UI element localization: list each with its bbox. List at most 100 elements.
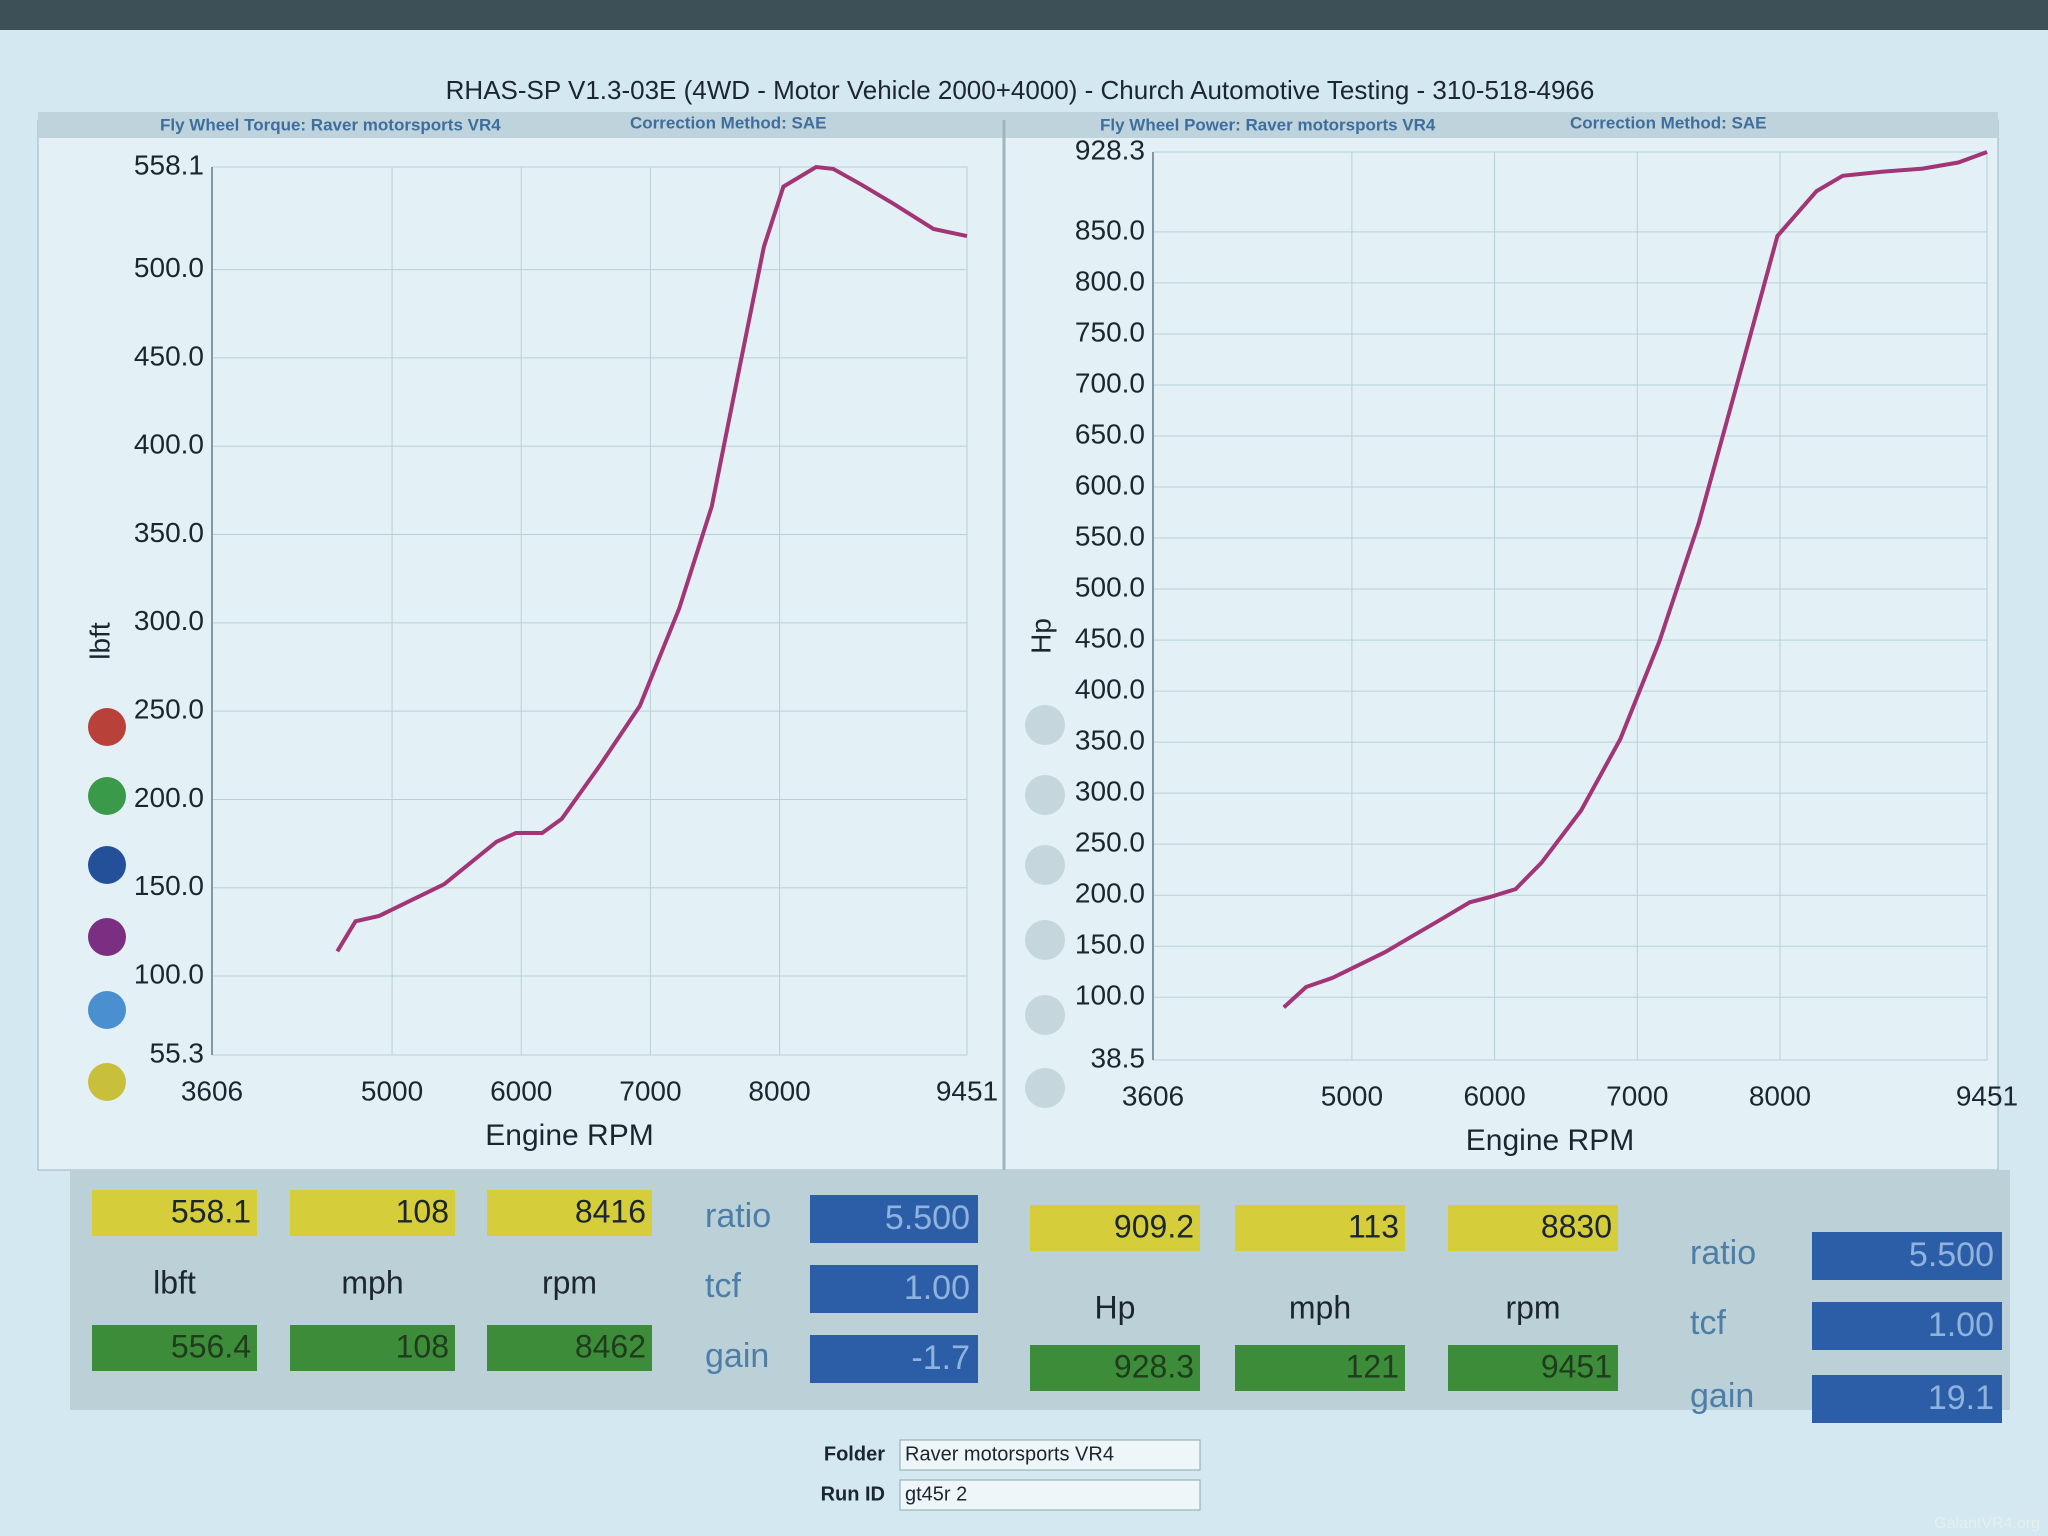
legend-dot — [1025, 845, 1065, 885]
peak-value: 108 — [396, 1193, 449, 1229]
y-tick-label: 300.0 — [1075, 776, 1145, 807]
legend-dot — [1025, 920, 1065, 960]
peak-box — [1030, 1205, 1200, 1251]
run-label: Run ID — [821, 1483, 885, 1505]
current-value: 556.4 — [171, 1328, 251, 1364]
y-tick-label: 150.0 — [134, 870, 204, 901]
x-tick-label: 3606 — [1122, 1080, 1184, 1111]
data-line — [1282, 150, 1988, 1009]
legend-dot — [88, 846, 126, 884]
x-tick-label: 6000 — [1463, 1080, 1525, 1111]
factor-box — [810, 1335, 978, 1383]
folder-box — [899, 1439, 1201, 1471]
chart-frame — [37, 119, 1999, 1171]
current-value: 9451 — [1541, 1348, 1612, 1384]
factor-box — [1812, 1232, 2002, 1280]
y-tick-label: 300.0 — [134, 605, 204, 636]
current-box — [92, 1325, 257, 1371]
y-axis-label: lbft — [84, 622, 115, 660]
factor-value: -1.7 — [911, 1339, 970, 1377]
unit-label: mph — [341, 1264, 403, 1300]
unit-label: lbft — [153, 1264, 196, 1300]
factor-box — [810, 1195, 978, 1243]
y-tick-label: 55.3 — [150, 1037, 205, 1068]
legend-dot — [1025, 995, 1065, 1035]
peak-box — [92, 1190, 257, 1236]
y-tick-label: 200.0 — [1075, 878, 1145, 909]
x-axis-label: Engine RPM — [485, 1119, 653, 1152]
x-tick-label: 5000 — [361, 1075, 423, 1106]
unit-label: mph — [1289, 1289, 1351, 1325]
folder-label: Folder — [824, 1443, 885, 1465]
current-value: 928.3 — [1114, 1348, 1194, 1384]
y-axis-label: Hp — [1025, 618, 1056, 654]
legend-dots — [88, 705, 1065, 1108]
x-tick-label: 7000 — [1606, 1080, 1668, 1111]
factor-label: tcf — [1690, 1304, 1726, 1342]
factor-label: tcf — [705, 1267, 741, 1305]
unit-label: rpm — [542, 1264, 597, 1300]
y-tick-label: 500.0 — [134, 252, 204, 283]
y-tick-label: 150.0 — [1075, 929, 1145, 960]
current-box — [487, 1325, 652, 1371]
peak-value: 8830 — [1541, 1208, 1612, 1244]
y-tick-label: 200.0 — [134, 782, 204, 813]
factor-box — [1812, 1375, 2002, 1423]
legend-dot — [1025, 1068, 1065, 1108]
y-tick-label: 100.0 — [134, 958, 204, 989]
factor-value: 1.00 — [1928, 1306, 1994, 1344]
current-box — [1448, 1345, 1618, 1391]
x-tick-label: 8000 — [748, 1075, 810, 1106]
y-tick-label: 550.0 — [1075, 520, 1145, 551]
y-tick-label: 400.0 — [134, 429, 204, 460]
folder-value: Raver motorsports VR4 — [905, 1443, 1114, 1465]
legend-dot — [88, 708, 126, 746]
factor-box — [1812, 1302, 2002, 1350]
factor-label: gain — [1690, 1377, 1754, 1415]
chart-subtitle: Correction Method: SAE — [630, 113, 826, 132]
y-tick-label: 250.0 — [1075, 827, 1145, 858]
chart-title: Fly Wheel Power: Raver motorsports VR4 — [1100, 115, 1436, 134]
factor-value: 5.500 — [1909, 1236, 1994, 1274]
x-tick-label: 9451 — [936, 1075, 998, 1106]
factor-label: ratio — [705, 1197, 771, 1235]
factor-value: 5.500 — [885, 1199, 970, 1237]
factor-value: 19.1 — [1928, 1379, 1994, 1417]
current-box — [1235, 1345, 1405, 1391]
y-tick-label: 650.0 — [1075, 418, 1145, 449]
factor-label: gain — [705, 1337, 769, 1375]
x-tick-label: 5000 — [1321, 1080, 1383, 1111]
peak-value: 8416 — [575, 1193, 646, 1229]
peak-value: 558.1 — [171, 1193, 251, 1229]
y-tick-label: 450.0 — [134, 340, 204, 371]
y-tick-label: 450.0 — [1075, 622, 1145, 653]
x-tick-label: 8000 — [1749, 1080, 1811, 1111]
peak-box — [1235, 1205, 1405, 1251]
current-box — [290, 1325, 455, 1371]
y-tick-label: 750.0 — [1075, 316, 1145, 347]
y-tick-label: 558.1 — [134, 149, 204, 180]
y-tick-label: 100.0 — [1075, 980, 1145, 1011]
legend-dot — [88, 991, 126, 1029]
run-box — [899, 1479, 1201, 1511]
chart-title: Fly Wheel Torque: Raver motorsports VR4 — [160, 115, 501, 134]
factor-value: 1.00 — [904, 1269, 970, 1307]
y-tick-label: 928.3 — [1075, 134, 1145, 165]
y-tick-label: 350.0 — [1075, 725, 1145, 756]
y-tick-label: 700.0 — [1075, 367, 1145, 398]
y-tick-label: 350.0 — [134, 517, 204, 548]
y-tick-label: 250.0 — [134, 694, 204, 725]
current-value: 8462 — [575, 1328, 646, 1364]
legend-dot — [1025, 775, 1065, 815]
peak-value: 113 — [1348, 1208, 1399, 1244]
legend-dot — [1025, 705, 1065, 745]
x-tick-label: 6000 — [490, 1075, 552, 1106]
factor-box — [810, 1265, 978, 1313]
chart-subtitle: Correction Method: SAE — [1570, 113, 1766, 132]
x-tick-label: 3606 — [181, 1075, 243, 1106]
y-tick-label: 600.0 — [1075, 469, 1145, 500]
unit-label: rpm — [1505, 1289, 1560, 1325]
watermark: GalantVR4.org — [1934, 1515, 2040, 1532]
current-value: 121 — [1346, 1348, 1399, 1384]
